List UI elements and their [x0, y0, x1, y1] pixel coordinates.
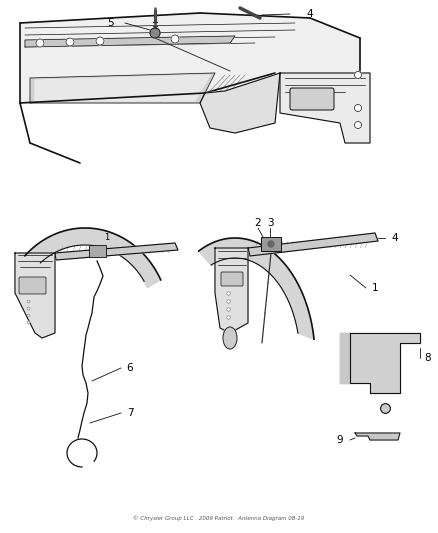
Text: 4: 4 [307, 9, 313, 19]
Polygon shape [15, 253, 55, 338]
Circle shape [150, 28, 160, 38]
Polygon shape [350, 333, 420, 393]
Circle shape [354, 122, 361, 128]
Text: © Chrysler Group LLC   2009 Patriot   Antenna Diagram 08-19: © Chrysler Group LLC 2009 Patriot Antenn… [134, 515, 304, 521]
Polygon shape [25, 228, 161, 288]
Circle shape [36, 39, 44, 47]
Polygon shape [20, 13, 360, 103]
Text: 1: 1 [104, 233, 110, 243]
Text: 2: 2 [254, 218, 261, 228]
Circle shape [171, 35, 179, 43]
Circle shape [66, 38, 74, 46]
Polygon shape [199, 238, 314, 339]
Text: 3: 3 [267, 218, 273, 228]
Polygon shape [280, 73, 370, 143]
Circle shape [96, 37, 104, 45]
FancyBboxPatch shape [221, 272, 243, 286]
Text: 7: 7 [127, 408, 133, 418]
FancyBboxPatch shape [290, 88, 334, 110]
Ellipse shape [223, 327, 237, 349]
Polygon shape [340, 333, 350, 383]
Polygon shape [355, 433, 400, 440]
Polygon shape [25, 36, 235, 47]
Circle shape [354, 71, 361, 78]
Polygon shape [215, 248, 248, 333]
Text: 5: 5 [107, 18, 113, 28]
FancyBboxPatch shape [261, 237, 281, 251]
FancyBboxPatch shape [19, 277, 46, 294]
Polygon shape [248, 233, 378, 256]
Polygon shape [30, 73, 215, 103]
Text: 1: 1 [372, 283, 378, 293]
Polygon shape [55, 243, 178, 260]
Circle shape [354, 104, 361, 111]
Text: 9: 9 [337, 435, 343, 445]
Text: 4: 4 [392, 233, 398, 243]
Polygon shape [200, 73, 280, 133]
FancyBboxPatch shape [89, 245, 106, 257]
Text: 8: 8 [425, 353, 431, 363]
Circle shape [268, 241, 274, 247]
Text: 6: 6 [127, 363, 133, 373]
Polygon shape [35, 75, 210, 101]
